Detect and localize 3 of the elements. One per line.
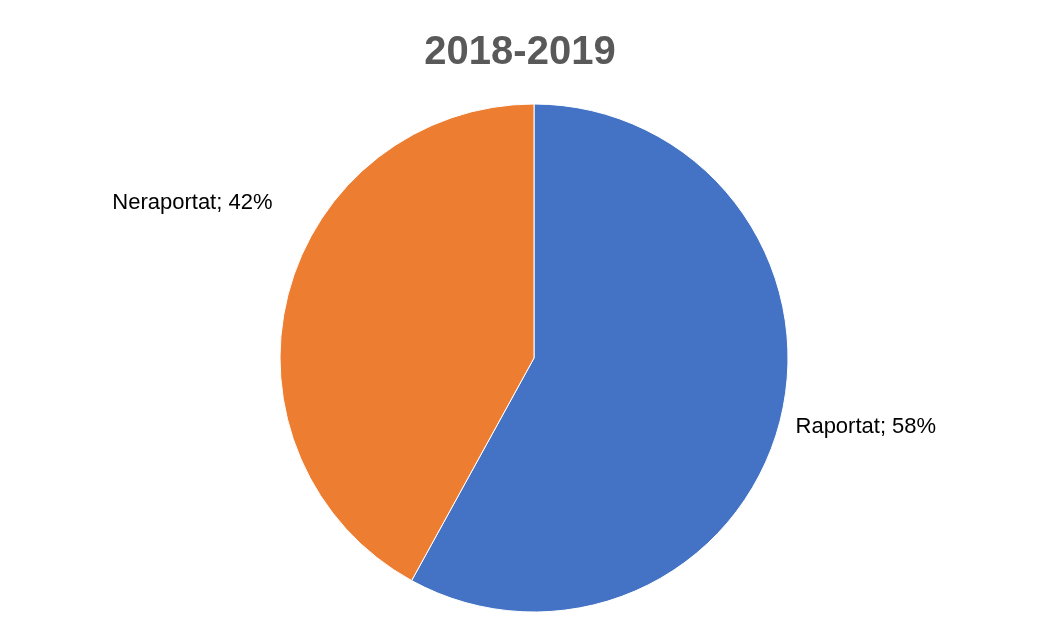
slice-label: Raportat; 58%	[795, 412, 937, 438]
slice-label: Neraportat; 42%	[112, 188, 273, 214]
chart-title: 2018-2019	[424, 28, 616, 72]
